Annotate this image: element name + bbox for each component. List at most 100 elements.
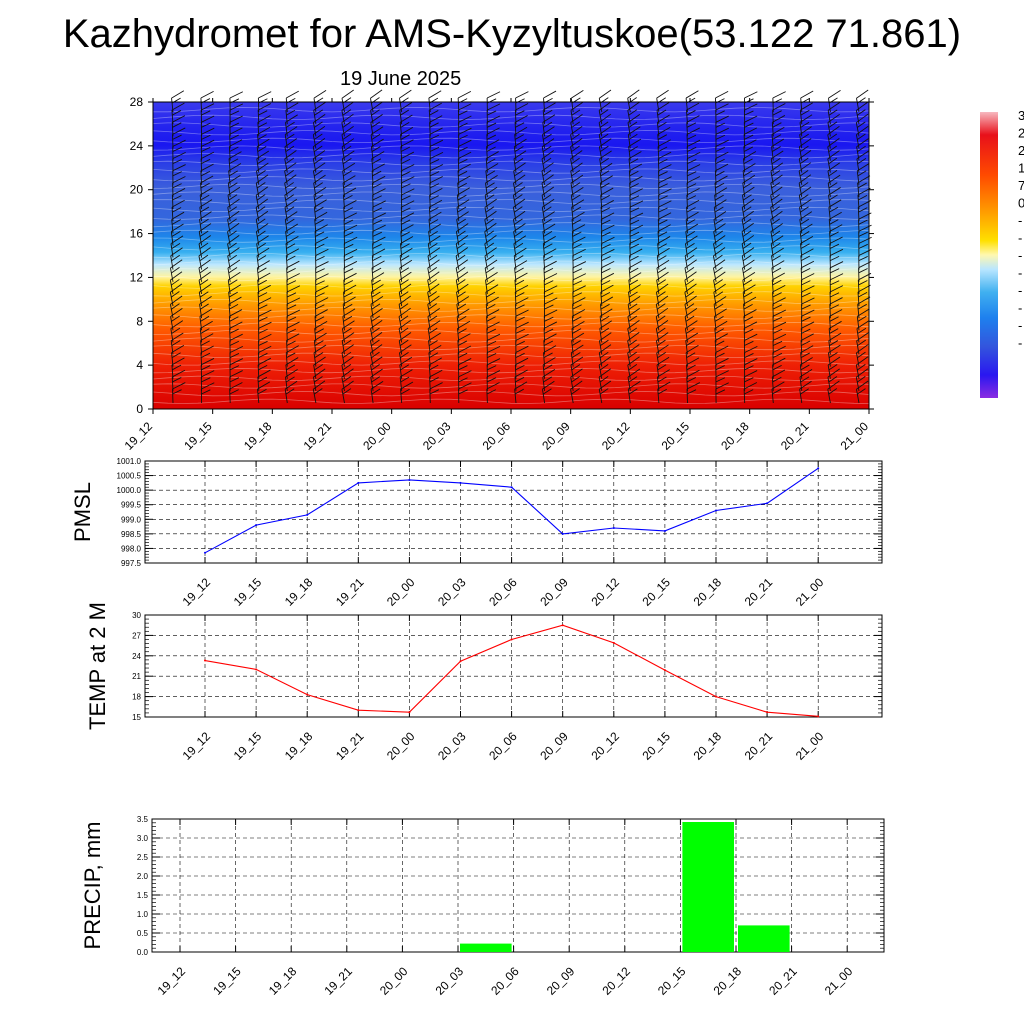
barb-flag xyxy=(656,295,669,305)
barb-flag xyxy=(343,224,358,232)
barb-flag xyxy=(600,284,614,293)
barb-flag xyxy=(372,183,382,189)
barb-flag xyxy=(372,170,382,177)
barb-staff xyxy=(313,110,317,125)
data-point xyxy=(715,695,717,698)
wind-barb xyxy=(513,150,527,173)
barb-flag xyxy=(542,223,556,232)
barb-flag xyxy=(657,114,670,123)
barb-flag xyxy=(314,320,328,329)
barb-flag xyxy=(744,370,758,378)
wind-barb xyxy=(169,283,183,307)
barb-flag xyxy=(771,146,781,152)
wind-barb xyxy=(398,332,412,355)
barb-flag xyxy=(713,271,726,281)
barb-flag xyxy=(344,268,354,274)
barb-flag xyxy=(772,345,786,354)
barb-flag xyxy=(714,291,724,298)
barb-flag xyxy=(799,368,813,378)
barb-flag xyxy=(372,219,383,225)
barb-flag xyxy=(800,218,810,225)
barb-flag xyxy=(257,126,271,135)
wind-barb xyxy=(656,271,669,294)
barb-flag xyxy=(598,380,612,390)
barb-flag xyxy=(456,223,469,232)
barb-flag xyxy=(685,327,695,334)
barb-staff xyxy=(341,98,345,113)
barb-flag xyxy=(601,248,615,257)
wind-barb xyxy=(656,259,670,282)
barb-flag xyxy=(370,380,384,390)
barb-flag xyxy=(458,110,468,116)
barb-flag xyxy=(370,319,383,330)
barb-flag xyxy=(713,211,727,220)
barb-flag xyxy=(229,115,243,123)
barb-flag xyxy=(570,174,584,184)
barb-flag xyxy=(342,388,352,395)
barb-flag xyxy=(285,182,294,189)
barb-flag xyxy=(286,352,296,359)
barb-flag xyxy=(715,127,729,135)
barb-flag xyxy=(543,235,556,244)
wind-barb xyxy=(255,174,269,197)
barb-staff xyxy=(198,267,203,282)
barb-flag xyxy=(715,103,729,111)
barb-flag xyxy=(687,389,697,395)
wind-barb xyxy=(312,150,326,173)
barb-flag xyxy=(714,333,728,341)
barb-flag xyxy=(399,271,412,281)
wind-barb xyxy=(855,125,869,149)
barb-flag xyxy=(543,109,553,116)
barb-flag xyxy=(514,218,523,225)
barb-flag xyxy=(255,186,269,196)
barb-flag xyxy=(315,255,325,262)
barb-staff xyxy=(628,292,631,307)
barb-flag xyxy=(828,352,838,359)
x-tick-label: 20_03 xyxy=(435,729,469,763)
barb-staff xyxy=(227,195,231,210)
barb-flag xyxy=(201,134,211,140)
barb-flag xyxy=(629,219,640,225)
barb-flag xyxy=(400,267,410,274)
barb-flag xyxy=(371,327,380,334)
barb-flag xyxy=(427,295,440,305)
barb-flag xyxy=(200,315,210,322)
barb-flag xyxy=(257,381,271,390)
barb-staff xyxy=(229,388,231,404)
barb-flag xyxy=(656,102,670,111)
wind-barb xyxy=(455,235,469,258)
data-point xyxy=(459,481,462,484)
barb-flag xyxy=(314,194,324,201)
barb-flag xyxy=(429,102,442,111)
barb-flag xyxy=(572,255,583,262)
x-tick-label: 20_21 xyxy=(766,964,800,998)
wind-barb xyxy=(570,150,583,173)
barb-flag xyxy=(428,303,438,310)
barb-flag xyxy=(744,377,754,383)
barb-flag xyxy=(658,195,668,201)
wind-barb xyxy=(312,380,326,404)
barb-flag xyxy=(828,344,841,354)
wind-barb xyxy=(570,356,584,379)
barb-staff xyxy=(598,146,603,161)
barb-flag xyxy=(570,356,584,366)
barb-flag xyxy=(456,283,469,293)
barb-flag xyxy=(627,295,641,305)
barb-flag xyxy=(513,235,527,245)
contour-line xyxy=(152,283,870,289)
barb-staff xyxy=(541,195,546,210)
barb-flag xyxy=(541,162,554,172)
barb-flag xyxy=(601,224,615,232)
barb-flag xyxy=(514,369,528,378)
barb-flag xyxy=(201,115,215,123)
barb-flag xyxy=(544,328,554,334)
barb-flag xyxy=(772,388,782,395)
barb-flag xyxy=(800,248,814,257)
barb-flag xyxy=(744,333,758,341)
barb-flag xyxy=(743,146,754,152)
wind-barb xyxy=(855,113,869,137)
barb-staff xyxy=(828,98,831,113)
wind-barb xyxy=(285,369,298,391)
barb-flag xyxy=(599,344,612,354)
barb-flag xyxy=(485,163,499,172)
